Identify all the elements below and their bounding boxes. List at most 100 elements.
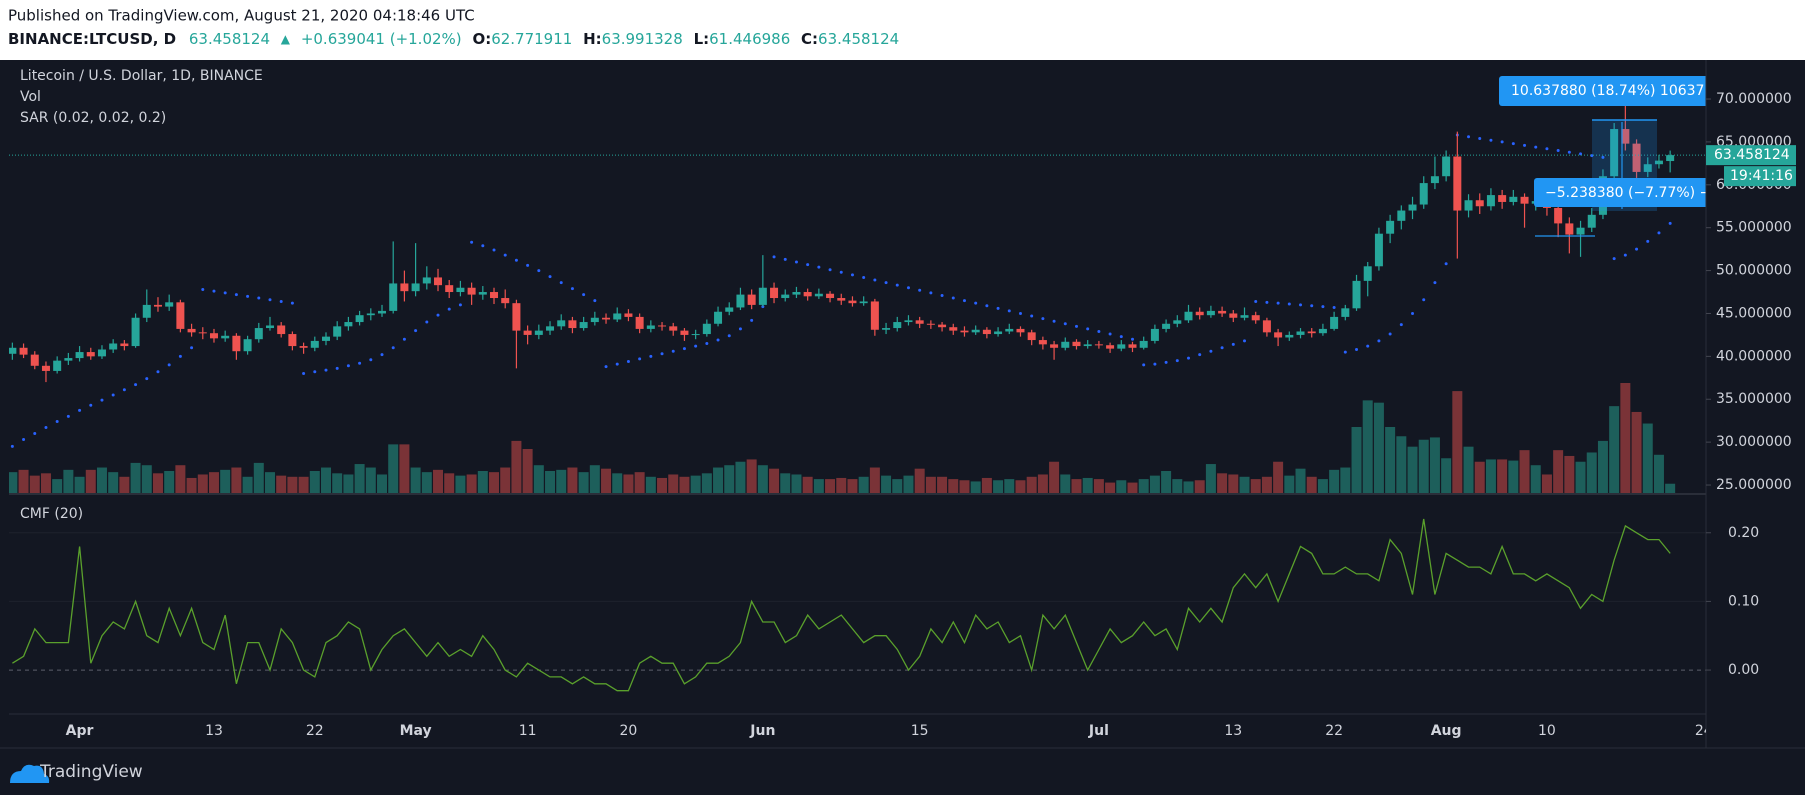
volume-bar bbox=[1228, 474, 1239, 493]
x-tick-label: Apr bbox=[66, 723, 94, 739]
sar-dot bbox=[1153, 362, 1157, 366]
legend-volume: Vol bbox=[20, 89, 41, 105]
volume-bar bbox=[1530, 465, 1541, 493]
sar-dot bbox=[1018, 311, 1022, 315]
volume-bar bbox=[1586, 452, 1597, 493]
volume-bar bbox=[903, 475, 914, 493]
volume-bar bbox=[847, 479, 858, 493]
x-tick-label: 22 bbox=[1325, 723, 1343, 739]
candle-body bbox=[1162, 323, 1171, 329]
candle-body bbox=[265, 325, 274, 329]
candle-body bbox=[1307, 331, 1316, 334]
candle-body bbox=[1408, 204, 1417, 211]
volume-bar bbox=[1396, 436, 1407, 493]
sar-dot bbox=[1646, 239, 1650, 243]
volume-bar bbox=[657, 477, 668, 493]
volume-bar bbox=[1441, 458, 1452, 493]
sar-dot bbox=[380, 353, 384, 357]
volume-bar bbox=[253, 462, 264, 493]
sar-dot bbox=[458, 303, 462, 307]
volume-bar bbox=[433, 469, 444, 493]
volume-bar bbox=[545, 471, 556, 493]
sar-dot bbox=[1556, 148, 1560, 152]
x-tick-label: 24 bbox=[1695, 723, 1713, 739]
sar-dot bbox=[89, 403, 93, 407]
sar-dot bbox=[1366, 344, 1370, 348]
sar-dot bbox=[145, 377, 149, 381]
candle-body bbox=[1240, 315, 1249, 318]
volume-bar bbox=[623, 474, 634, 493]
volume-bar bbox=[1609, 406, 1620, 493]
candle-body bbox=[344, 322, 353, 327]
sar-dot bbox=[906, 286, 910, 290]
volume-bar bbox=[914, 468, 925, 493]
volume-bar bbox=[388, 444, 399, 493]
candle-body bbox=[310, 340, 319, 348]
volume-bar bbox=[567, 467, 578, 493]
y-tick-label: 35.000000 bbox=[1716, 391, 1792, 407]
sar-dot bbox=[660, 352, 664, 356]
x-tick-label: 13 bbox=[1224, 723, 1242, 739]
sar-dot bbox=[951, 296, 955, 300]
candle-body bbox=[41, 365, 50, 371]
volume-bar bbox=[948, 479, 959, 493]
volume-bar bbox=[612, 473, 623, 493]
candle-body bbox=[1150, 328, 1159, 341]
candle-body bbox=[1094, 344, 1103, 346]
candle-body bbox=[546, 326, 555, 331]
volume-bar bbox=[1273, 461, 1284, 493]
candle-body bbox=[826, 293, 835, 299]
y-tick-label: 70.000000 bbox=[1716, 91, 1792, 107]
x-tick-label: 10 bbox=[1538, 723, 1556, 739]
candle-body bbox=[187, 328, 196, 333]
candle-body bbox=[1632, 143, 1641, 172]
sar-dot bbox=[1545, 147, 1549, 151]
sar-dot bbox=[358, 361, 362, 365]
volume-bar bbox=[444, 473, 455, 493]
volume-bar bbox=[791, 474, 802, 493]
candle-body bbox=[938, 324, 947, 328]
volume-bar bbox=[1575, 461, 1586, 493]
volume-bar bbox=[981, 477, 992, 493]
volume-bar bbox=[713, 467, 724, 493]
volume-bar bbox=[1105, 482, 1116, 493]
last-price-box bbox=[1706, 145, 1796, 166]
volume-bar bbox=[869, 467, 880, 493]
sar-dot bbox=[593, 299, 597, 303]
low-value: 61.446986 bbox=[709, 30, 790, 48]
x-tick-label: May bbox=[400, 723, 432, 739]
sar-dot bbox=[694, 344, 698, 348]
candle-body bbox=[781, 294, 790, 299]
candle-body bbox=[680, 330, 689, 335]
volume-bar bbox=[511, 440, 522, 493]
volume-bar bbox=[836, 477, 847, 493]
sar-dot bbox=[1567, 150, 1571, 154]
x-tick-label: Jun bbox=[749, 723, 775, 739]
sar-dot bbox=[279, 299, 283, 303]
candle-body bbox=[579, 322, 588, 329]
sar-dot bbox=[369, 358, 373, 362]
volume-bar bbox=[332, 473, 343, 493]
sar-dot bbox=[996, 306, 1000, 310]
sar-dot bbox=[806, 263, 810, 267]
volume-bar bbox=[208, 472, 219, 493]
volume-bar bbox=[63, 469, 74, 493]
sar-dot bbox=[1433, 281, 1437, 285]
change-arrow: ▲ bbox=[281, 32, 291, 46]
volume-bar bbox=[309, 471, 320, 493]
candle-body bbox=[1363, 266, 1372, 281]
sar-dot bbox=[324, 368, 328, 372]
sar-dot bbox=[1063, 322, 1067, 326]
sar-dot bbox=[985, 304, 989, 308]
high-label: H: bbox=[583, 30, 602, 48]
volume-bar bbox=[1429, 437, 1440, 493]
x-tick-label: 15 bbox=[911, 723, 929, 739]
volume-bar bbox=[858, 476, 869, 493]
volume-bar bbox=[108, 472, 119, 493]
candle-body bbox=[490, 292, 499, 299]
sar-dot bbox=[78, 408, 82, 412]
y-tick-label: 50.000000 bbox=[1716, 263, 1792, 279]
candle-body bbox=[333, 326, 342, 337]
volume-bar bbox=[746, 459, 757, 493]
